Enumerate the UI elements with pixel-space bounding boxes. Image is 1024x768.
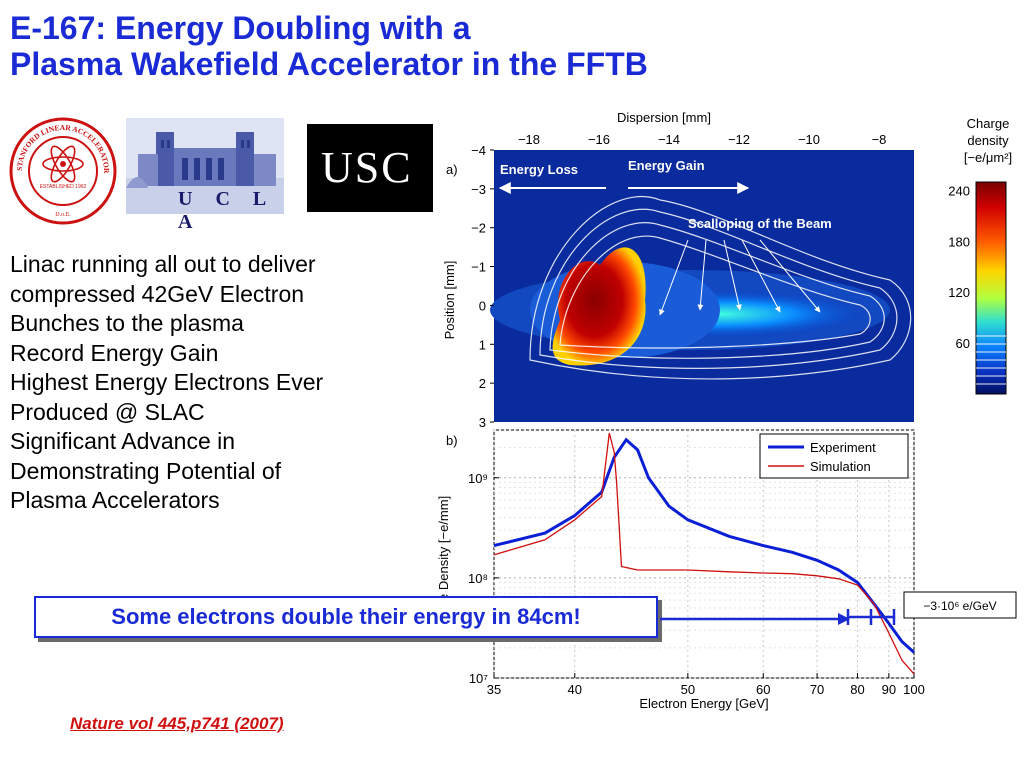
- slac-established: ESTABLISHED 1962: [40, 184, 87, 190]
- colorbar-label-2: density: [967, 133, 1009, 148]
- bullet-list: Linac running all out to deliver compres…: [10, 250, 410, 516]
- colorbar-label-1: Charge: [967, 116, 1010, 131]
- panel-b-label: b): [446, 433, 458, 448]
- position-tick-label: 2: [479, 376, 486, 391]
- energy-axis-label: Electron Energy [GeV]: [639, 696, 768, 711]
- colorbar-tick-label: 120: [948, 285, 970, 300]
- energy-gain-annotation: Energy Gain: [628, 158, 750, 194]
- energy-spread-errorbar: −3·10⁶ e/GeV: [846, 591, 1017, 625]
- colorbar-tick-label: 180: [948, 234, 970, 249]
- position-tick-label: −4: [471, 143, 486, 158]
- errorbar-label: −3·10⁶ e/GeV: [923, 599, 996, 613]
- scalloping-label: Scalloping of the Beam: [688, 216, 832, 231]
- density-tick-label: 10⁹: [468, 471, 488, 486]
- slac-doe: D.o.E.: [55, 212, 71, 218]
- usc-logo: USC: [307, 124, 433, 212]
- beam-image: [490, 195, 912, 380]
- bullet-line: Plasma Accelerators: [10, 487, 220, 513]
- energy-gain-label: Energy Gain: [628, 158, 705, 173]
- dispersion-tick-label: −16: [588, 132, 610, 147]
- position-tick-label: 3: [479, 415, 486, 430]
- series-line-simulation: [493, 432, 915, 675]
- position-tick-label: −3: [471, 182, 486, 197]
- density-axis-label: ge Density [−e/mm]: [436, 496, 451, 608]
- callout-arrow-icon: [660, 613, 850, 625]
- legend: Experiment Simulation: [759, 433, 909, 479]
- nature-figure: Dispersion [mm] −18 −16 −14 −12 −10 −8 Energy…: [436, 110, 1017, 711]
- title-line-2: Plasma Wakefield Accelerator in the FFTB: [10, 46, 648, 82]
- bullet-line: Record Energy Gain: [10, 339, 219, 366]
- title-line-1: E-167: Energy Doubling with a: [10, 10, 471, 46]
- atom-icon: [42, 145, 84, 183]
- bullet-line: Produced @ SLAC: [10, 398, 205, 425]
- position-tick-label: 0: [479, 298, 486, 313]
- slide-title: E-167: Energy Doubling with a Plasma Wak…: [10, 10, 648, 82]
- dispersion-axis-label: Dispersion [mm]: [617, 110, 711, 125]
- colorbar-label-3: [−e/μm²]: [964, 150, 1012, 165]
- bullet-line: Highest Energy Electrons Ever: [10, 369, 324, 395]
- energy-tick-label: 60: [756, 682, 770, 697]
- energy-tick-label: 100: [903, 682, 925, 697]
- energy-loss-annotation: Energy Loss: [498, 162, 606, 194]
- plot-b-series: [493, 432, 915, 675]
- legend-simulation: Simulation: [810, 459, 871, 474]
- dispersion-ticks: −18 −16 −14 −12 −10 −8: [518, 132, 886, 156]
- energy-tick-label: 70: [810, 682, 824, 697]
- dispersion-tick-label: −10: [798, 132, 820, 147]
- dispersion-tick-label: −14: [658, 132, 680, 147]
- dispersion-tick-label: −18: [518, 132, 540, 147]
- bullet-line: Linac running all out to deliver: [10, 251, 316, 277]
- position-axis-label: Position [mm]: [442, 261, 457, 340]
- dispersion-tick-label: −12: [728, 132, 750, 147]
- position-tick-label: 1: [479, 337, 486, 352]
- usc-wordmark: USC: [321, 143, 413, 192]
- bullet-line: compressed 42GeV Electron: [10, 280, 305, 307]
- bullet-line: Bunches to the plasma: [10, 310, 244, 336]
- colorbar: Charge density [−e/μm²] 240 180 120 60: [948, 116, 1012, 395]
- bullet-line: Significant Advance in: [10, 428, 236, 454]
- density-tick-label: 10⁸: [468, 571, 488, 586]
- density-tick-label: 10⁷: [469, 671, 488, 686]
- energy-tick-label: 80: [850, 682, 864, 697]
- panel-a-label: a): [446, 162, 458, 177]
- ucla-wordmark: U C L A: [178, 188, 275, 233]
- colorbar-tick-label: 60: [956, 336, 970, 351]
- position-ticks: −4 −3 −2 −1 0 1 2 3: [471, 143, 494, 430]
- bullet-line: Demonstrating Potential of: [10, 457, 282, 484]
- energy-tick-label: 90: [882, 682, 896, 697]
- energy-tick-label: 50: [681, 682, 695, 697]
- scalloping-annotation: Scalloping of the Beam: [659, 216, 832, 316]
- ucla-building-icon: [126, 118, 284, 214]
- energy-tick-label: 35: [487, 682, 501, 697]
- energy-tick-label: 40: [568, 682, 582, 697]
- legend-experiment: Experiment: [810, 440, 876, 455]
- energy-loss-label: Energy Loss: [500, 162, 578, 177]
- highlight-callout: Some electrons double their energy in 84…: [34, 596, 658, 638]
- ucla-logo: U C L A: [126, 118, 284, 233]
- plot-b-ticks: 35 40 50 60 70 80 90 100 10⁷ 10⁸ 10⁹: [468, 471, 925, 697]
- colorbar-tick-label: 240: [948, 183, 970, 198]
- dispersion-tick-label: −8: [872, 132, 887, 147]
- position-tick-label: −1: [471, 260, 486, 275]
- slac-logo: STANFORD LINEAR ACCELERATOR CENTER ESTAB…: [8, 116, 117, 225]
- position-tick-label: −2: [471, 221, 486, 236]
- citation-link[interactable]: Nature vol 445,p741 (2007): [70, 714, 284, 733]
